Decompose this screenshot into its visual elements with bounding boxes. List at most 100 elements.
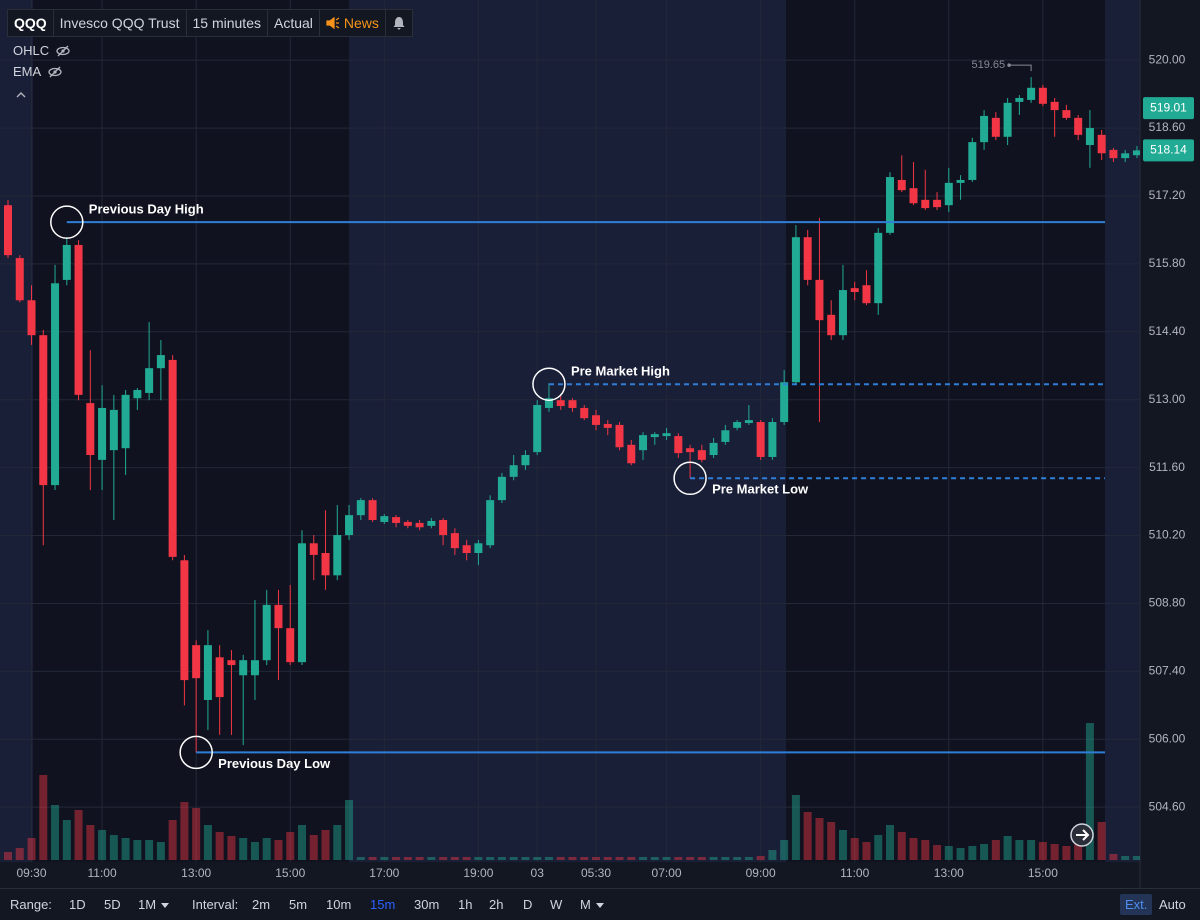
candle-body (121, 394, 130, 449)
news-button[interactable]: News (320, 10, 386, 36)
volume-bar (968, 846, 977, 860)
range-option[interactable]: 1M (138, 897, 157, 912)
volume-bar (4, 852, 12, 860)
volume-bar (298, 825, 306, 860)
collapse-legend[interactable] (15, 90, 27, 100)
volume-bar (427, 857, 436, 860)
candle-body (697, 450, 706, 460)
interval-option[interactable]: 30m (414, 897, 440, 912)
level-marker (179, 735, 213, 770)
candle-body (1109, 149, 1118, 159)
interval-label: Interval: (192, 897, 239, 912)
interval-option[interactable]: D (523, 897, 533, 912)
legend-item[interactable]: OHLC (13, 43, 71, 58)
volume-bar (486, 857, 495, 860)
candle-body (439, 520, 448, 536)
candle-body (897, 179, 906, 191)
volume-bar (721, 857, 730, 860)
candle-body (86, 403, 95, 456)
y-tick-label: 506.00 (1149, 731, 1186, 745)
candle-body (133, 390, 142, 399)
candle-body (780, 382, 789, 423)
bottom-bar: Range: Interval: Ext. Auto 1D 5D 1M 2m 5m 10m… (0, 888, 1200, 920)
symbol[interactable]: QQQ (8, 10, 54, 36)
alerts-button[interactable] (386, 10, 412, 36)
interval-option[interactable]: 10m (326, 897, 352, 912)
volume-bar (568, 857, 577, 860)
range-option[interactable]: 5D (104, 897, 121, 912)
candle-body (427, 520, 436, 526)
interval[interactable]: 15 minutes (187, 10, 268, 36)
mode[interactable]: Actual (268, 10, 320, 36)
volume-bar (862, 842, 871, 860)
volume-bar (403, 857, 412, 860)
arrow-icon (1076, 829, 1090, 841)
scroll-button[interactable] (1070, 823, 1094, 847)
y-tick-label: 518.60 (1149, 120, 1186, 134)
candle-body (639, 435, 648, 451)
volume-bar (192, 808, 201, 860)
candle-body (509, 465, 518, 477)
bell-icon (393, 17, 405, 30)
high-marker-line (1009, 64, 1032, 72)
candle-body (309, 543, 318, 555)
candle-body (486, 500, 495, 546)
candle-body (627, 444, 636, 464)
candle-body (650, 434, 659, 438)
interval-option[interactable]: 2m (252, 897, 271, 912)
volume-bar (380, 857, 389, 860)
interval-option[interactable]: 1h (458, 897, 473, 912)
interval-option[interactable]: 5m (289, 897, 308, 912)
volume-bar (215, 832, 224, 860)
volume-bar (1085, 723, 1094, 860)
candle-body (921, 199, 930, 209)
candle-body (298, 543, 306, 663)
volume-bar (956, 848, 965, 860)
auto-toggle[interactable]: Auto (1159, 897, 1186, 912)
candle-body (333, 535, 342, 576)
volume-bar (415, 857, 424, 860)
candle-body (4, 205, 12, 256)
candle-body (662, 433, 671, 437)
candle-body (980, 115, 989, 143)
candle-body (709, 442, 718, 456)
interval-option[interactable]: 15m (370, 897, 396, 912)
high-marker-label: 519.65 (971, 59, 1005, 71)
volume-bar (980, 844, 989, 860)
volume-bar (791, 795, 800, 860)
candle-body (733, 422, 742, 428)
candle-body (450, 533, 459, 549)
candle-body (474, 543, 483, 553)
hidden-icon (48, 66, 62, 77)
volume-bar (615, 857, 624, 860)
candle-body (850, 288, 859, 293)
y-tick-label: 515.80 (1149, 256, 1186, 270)
candle-body (51, 283, 60, 486)
interval-option[interactable]: 2h (489, 897, 504, 912)
y-tick-label: 511.60 (1149, 460, 1185, 474)
ext-toggle[interactable]: Ext. (1120, 894, 1153, 915)
interval-option[interactable]: W (550, 897, 563, 912)
y-tick-label: 520.00 (1149, 52, 1186, 66)
volume-bar (356, 857, 365, 860)
candle-body (356, 500, 365, 516)
x-tick-label: 03 (531, 866, 545, 880)
legend-item[interactable]: EMA (13, 64, 63, 79)
candle-body (250, 660, 259, 676)
candle-body (533, 405, 542, 453)
candle-body (380, 516, 389, 522)
grid (0, 0, 1140, 862)
volume-bar (662, 857, 671, 860)
volume-bar (168, 820, 177, 860)
candle-body (721, 430, 730, 442)
volume-bar (803, 812, 812, 860)
plot: Previous Day High Previous Day Low Pre Mar… (4, 59, 1140, 860)
volume-bar (180, 802, 189, 860)
y-tick-label: 510.20 (1149, 528, 1186, 542)
volume-bar (250, 842, 259, 860)
volume-bar (15, 848, 24, 860)
candle-body (1085, 128, 1094, 146)
interval-option[interactable]: M (580, 897, 591, 912)
range-option[interactable]: 1D (69, 897, 86, 912)
candle-body (1003, 102, 1012, 137)
